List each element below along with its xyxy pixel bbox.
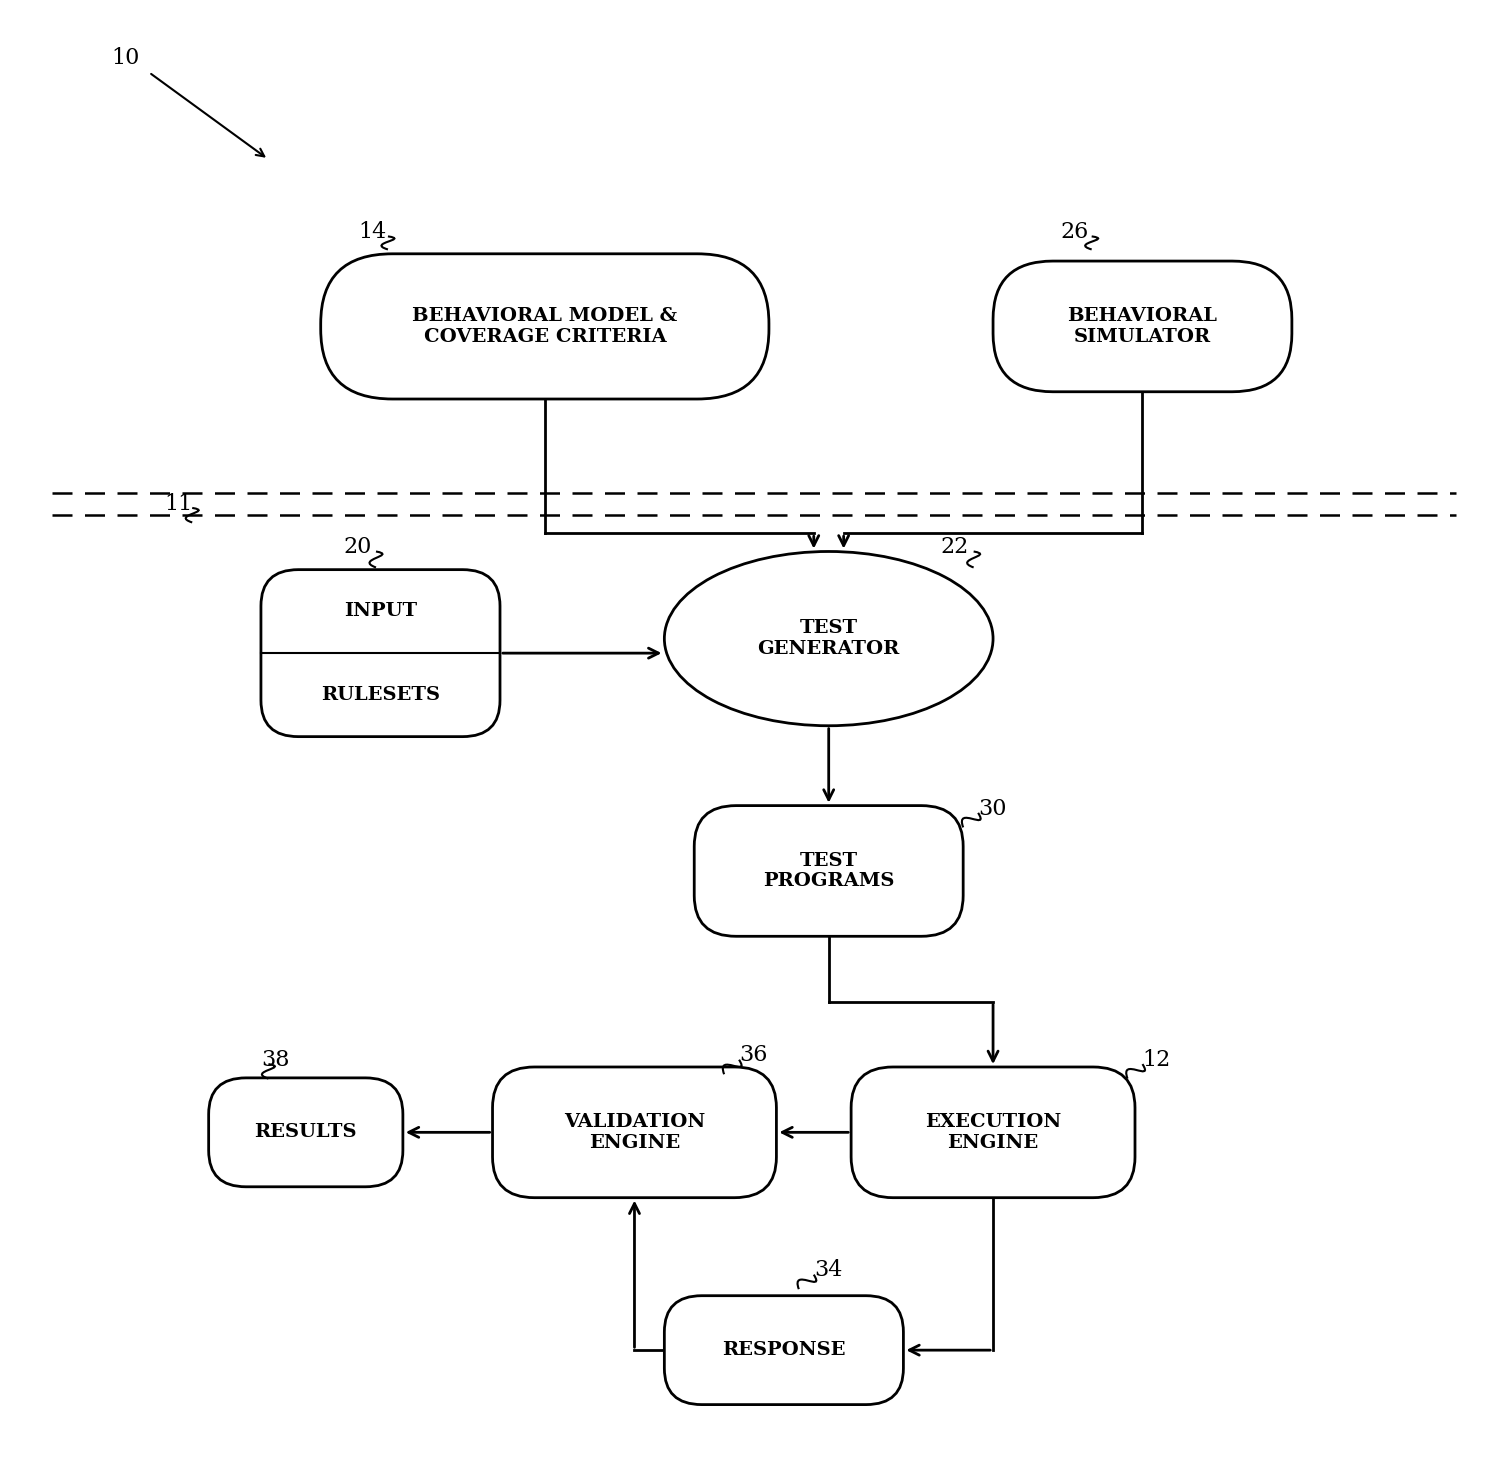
Text: 10: 10 <box>112 47 140 69</box>
Text: 14: 14 <box>357 221 386 243</box>
Text: TEST
GENERATOR: TEST GENERATOR <box>757 619 900 658</box>
Text: 11: 11 <box>164 493 192 515</box>
FancyBboxPatch shape <box>493 1067 777 1198</box>
Text: RESULTS: RESULTS <box>255 1123 357 1142</box>
Text: 30: 30 <box>979 798 1007 819</box>
Text: BEHAVIORAL
SIMULATOR: BEHAVIORAL SIMULATOR <box>1068 306 1217 346</box>
Text: 22: 22 <box>941 537 970 559</box>
Text: 12: 12 <box>1143 1048 1170 1070</box>
Text: 26: 26 <box>1060 221 1089 243</box>
Text: BEHAVIORAL MODEL &
COVERAGE CRITERIA: BEHAVIORAL MODEL & COVERAGE CRITERIA <box>412 306 677 346</box>
FancyBboxPatch shape <box>694 806 964 937</box>
FancyBboxPatch shape <box>208 1078 403 1187</box>
Text: RULESETS: RULESETS <box>321 686 440 704</box>
Text: 34: 34 <box>814 1259 841 1281</box>
Text: RESPONSE: RESPONSE <box>722 1341 846 1359</box>
FancyBboxPatch shape <box>261 570 501 736</box>
FancyBboxPatch shape <box>665 1296 903 1404</box>
FancyBboxPatch shape <box>321 254 769 399</box>
FancyBboxPatch shape <box>994 261 1292 391</box>
Text: VALIDATION
ENGINE: VALIDATION ENGINE <box>564 1113 706 1152</box>
Text: EXECUTION
ENGINE: EXECUTION ENGINE <box>924 1113 1062 1152</box>
Text: TEST
PROGRAMS: TEST PROGRAMS <box>763 852 894 890</box>
FancyBboxPatch shape <box>851 1067 1136 1198</box>
Text: 20: 20 <box>344 537 371 559</box>
Text: 38: 38 <box>261 1048 290 1070</box>
Text: 36: 36 <box>739 1044 768 1066</box>
Ellipse shape <box>665 551 994 726</box>
Text: INPUT: INPUT <box>344 603 418 620</box>
